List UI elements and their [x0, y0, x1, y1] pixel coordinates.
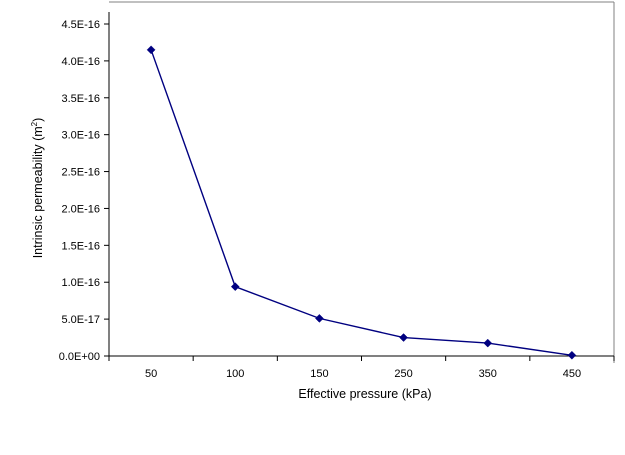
y-axis-title-close: )	[31, 118, 45, 122]
data-point	[230, 282, 240, 292]
y-tick-label: 3.0E-16	[61, 130, 100, 142]
y-axis: 0.0E+00 5.0E-17 1.0E-16 1.5E-16 2.0E-16 2.5E-…	[59, 12, 110, 363]
y-tick-label: 2.0E-16	[61, 203, 100, 215]
y-tick-label: 5.0E-17	[61, 314, 100, 326]
data-point	[567, 350, 577, 360]
y-tick-label: 1.0E-16	[61, 277, 100, 289]
y-tick-label: 0.0E+00	[59, 351, 100, 363]
y-axis-title-superscript: 2	[30, 121, 39, 126]
series-line	[146, 45, 577, 360]
y-tick-label: 1.5E-16	[61, 240, 100, 252]
x-tick-label: 450	[563, 368, 581, 380]
x-axis-title: Effective pressure (kPa)	[298, 387, 431, 401]
x-tick-label: 100	[226, 368, 244, 380]
y-axis-title: Intrinsic permeability (m2)	[30, 118, 45, 259]
data-point	[399, 333, 408, 342]
x-tick-label: 350	[479, 368, 497, 380]
data-point	[146, 45, 156, 55]
data-point	[315, 314, 324, 323]
x-tick-label: 250	[394, 368, 412, 380]
y-tick-label: 4.5E-16	[61, 19, 100, 31]
x-tick-label: 150	[310, 368, 328, 380]
data-line	[150, 49, 573, 356]
y-tick-label: 3.5E-16	[61, 93, 100, 105]
x-axis: 50 100 150 250 350 450	[108, 355, 615, 380]
plot-frame	[109, 1, 615, 363]
y-tick-label: 4.0E-16	[61, 56, 100, 68]
y-tick-label: 2.5E-16	[61, 167, 100, 179]
x-tick-label: 50	[145, 368, 157, 380]
data-point	[483, 338, 493, 348]
y-axis-title-main: Intrinsic permeability (m	[31, 126, 45, 258]
